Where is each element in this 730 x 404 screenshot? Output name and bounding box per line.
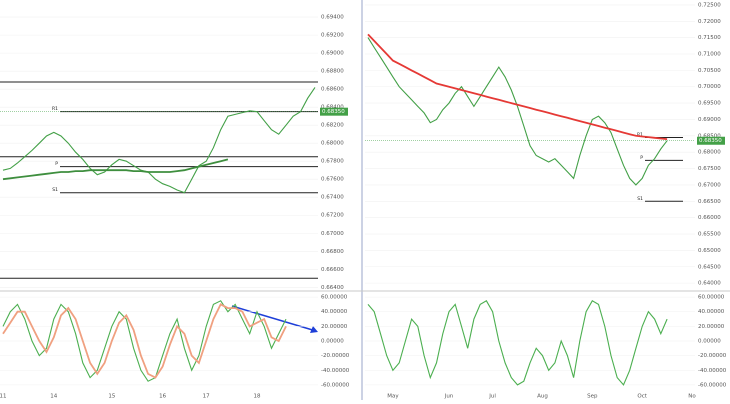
y-tick-label: -20.00000 [321,353,350,359]
series-line [2,158,229,181]
y-tick-label: 0.66000 [698,215,721,221]
x-tick-label: 16 [159,394,166,400]
y-tick-label: 0.68000 [321,141,344,147]
series-line [2,87,316,194]
series-line [367,37,668,186]
y-tick-label: 0.00000 [698,339,721,345]
y-tick-label: 40.00000 [321,309,348,315]
y-tick-label: 0.69000 [698,117,721,123]
y-tick-label: 0.65500 [698,232,721,238]
y-tick-label: 0.68400 [321,105,344,111]
y-tick-label: 40.00000 [698,309,725,315]
x-tick-label: May [387,394,399,400]
y-tick-label: 0.67000 [698,182,721,188]
y-tick-label: 0.66400 [321,285,344,291]
y-tick-label: -20.00000 [698,353,727,359]
y-tick-label: 0.66800 [321,249,344,255]
y-tick-label: 0.68200 [321,123,344,129]
y-tick-label: 0.69000 [321,51,344,57]
y-tick-label: 0.72500 [698,2,721,8]
y-tick-label: 60.00000 [698,295,725,301]
y-tick-label: 0.67800 [321,159,344,165]
x-tick-label: 17 [203,394,210,400]
y-tick-label: 0.68500 [698,133,721,139]
y-tick-label: 0.67500 [698,166,721,172]
x-tick-label: Jun [444,394,454,400]
y-tick-label: 0.69500 [698,101,721,107]
last-price-badge [320,107,348,116]
x-tick-label: Aug [537,394,548,400]
x-tick-label: 15 [108,394,115,400]
series-line [2,303,287,379]
y-tick-label: 0.65000 [698,248,721,254]
y-tick-label: 0.64000 [698,281,721,287]
pivot-label: R1 [52,106,58,112]
y-tick-label: -40.00000 [321,368,350,374]
pivot-label: R1 [637,132,643,138]
x-tick-label: Jul [488,394,496,400]
series-line [367,33,668,140]
y-tick-label: 0.66600 [321,267,344,273]
y-tick-label: 0.67400 [321,195,344,201]
series-line [367,300,668,386]
y-tick-label: 0.68800 [321,69,344,75]
x-tick-label: No [688,394,696,400]
trend-arrow [231,305,317,332]
last-price-label: 0.68350 [322,109,345,115]
y-tick-label: 0.66500 [698,199,721,205]
y-tick-label: 0.67000 [321,231,344,237]
last-price-badge [697,136,725,145]
y-tick-label: 0.00000 [321,339,344,345]
x-tick-label: Oct [637,394,647,400]
y-tick-label: 0.69400 [321,15,344,21]
pivot-label: P [55,161,58,167]
y-tick-label: 0.64500 [698,264,721,270]
x-tick-label: 14 [50,394,57,400]
y-tick-label: 0.67200 [321,213,344,219]
x-tick-label: Sep [587,394,598,400]
y-tick-label: -60.00000 [321,382,350,388]
y-tick-label: 20.00000 [698,324,725,330]
y-tick-label: -40.00000 [698,368,727,374]
x-tick-label: 18 [253,394,260,400]
x-tick-label: 11 [0,394,7,400]
y-tick-label: 0.68000 [698,150,721,156]
y-tick-label: 0.68600 [321,87,344,93]
y-tick-label: 0.72000 [698,19,721,25]
pivot-label: P [640,155,643,161]
y-tick-label: 0.71500 [698,35,721,41]
y-tick-label: -60.00000 [698,382,727,388]
y-tick-label: 0.67600 [321,177,344,183]
y-tick-label: 60.00000 [321,295,348,301]
y-tick-label: 0.71000 [698,52,721,58]
y-tick-label: 0.69200 [321,33,344,39]
y-tick-label: 20.00000 [321,324,348,330]
last-price-label: 0.68350 [699,138,722,144]
arrow-head [310,326,318,333]
pivot-label: S1 [52,187,58,193]
y-tick-label: 0.70000 [698,84,721,90]
y-tick-label: 0.70500 [698,68,721,74]
pivot-label: S1 [637,196,643,202]
series-line [2,300,287,382]
